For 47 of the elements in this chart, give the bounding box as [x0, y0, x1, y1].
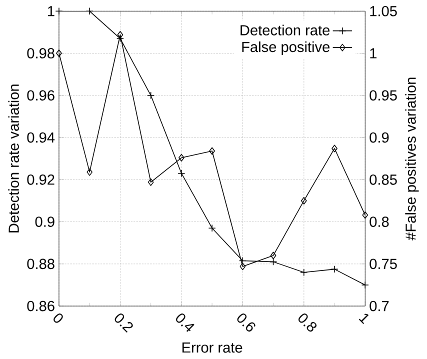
y-tick-label: 0.94 — [27, 132, 55, 143]
x-tick-label: 0.6 — [237, 314, 256, 332]
point — [209, 147, 215, 155]
y-tick-label: 0.88 — [27, 258, 54, 270]
point — [270, 252, 276, 260]
y2-tick-label: 1 — [370, 48, 377, 58]
y2-tick-label: 0.8 — [370, 216, 389, 228]
point — [56, 50, 62, 58]
point — [208, 224, 216, 232]
point — [330, 266, 338, 274]
y2-axis-title: #False positives variation — [405, 78, 419, 241]
point — [361, 281, 369, 289]
point — [178, 154, 184, 162]
y-tick-label: 1 — [48, 6, 54, 16]
x-tick-label: 0.8 — [298, 314, 317, 332]
point — [147, 92, 155, 100]
point — [332, 144, 338, 152]
point — [116, 34, 124, 42]
point — [300, 268, 308, 276]
y2-tick-label: 0.95 — [370, 90, 397, 101]
legend-label: False positive — [242, 42, 330, 56]
point — [148, 178, 154, 186]
legend-label: Detection rate — [240, 24, 330, 36]
x-axis-title: Error rate — [182, 342, 242, 353]
point — [86, 168, 93, 176]
y-tick-label: 0.96 — [27, 90, 54, 101]
point — [362, 211, 368, 219]
y-axis-title: Detection rate variation — [8, 84, 19, 233]
y2-tick-label: 0.75 — [370, 258, 397, 270]
y-tick-label: 0.86 — [27, 301, 54, 312]
y2-tick-label: 0.9 — [370, 132, 389, 143]
point — [178, 170, 186, 178]
point — [300, 197, 307, 205]
y2-tick-label: 0.85 — [370, 174, 397, 185]
point — [55, 8, 63, 16]
y-tick-label: 0.98 — [27, 48, 54, 59]
x-tick-label: 0.4 — [176, 314, 194, 332]
y2-tick-label: 1.05 — [370, 6, 397, 16]
x-tick-label: 0 — [54, 314, 63, 323]
y-tick-label: 0.9 — [35, 216, 54, 228]
y-tick-label: 0.92 — [27, 174, 54, 185]
point — [117, 31, 124, 39]
point — [270, 258, 278, 266]
x-tick-label: 1 — [358, 314, 369, 324]
y2-tick-label: 0.7 — [370, 301, 389, 312]
x-tick-label: 0.2 — [114, 314, 133, 333]
point — [86, 8, 94, 16]
